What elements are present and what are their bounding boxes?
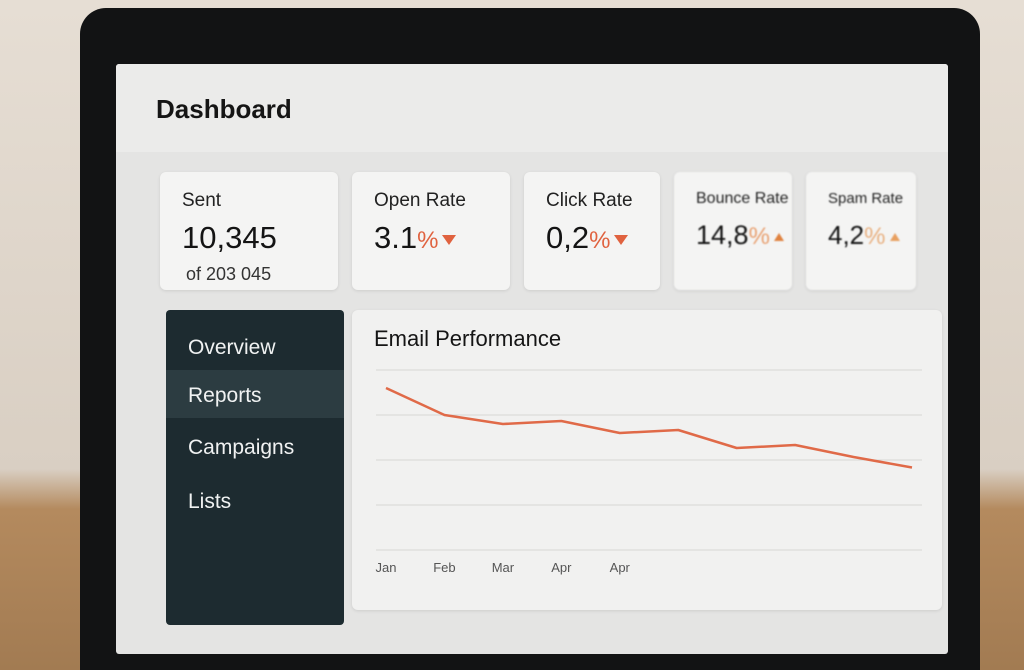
card-label: Sent — [182, 190, 222, 211]
card-sub: of 203 045 — [186, 264, 272, 284]
card-unit: % — [748, 223, 770, 250]
card-value: 14,8 — [696, 220, 749, 250]
nav-item[interactable]: Overview — [188, 336, 276, 359]
active-highlight — [166, 370, 344, 418]
trend-down — [614, 234, 629, 245]
x-tick-label: Apr — [610, 560, 631, 575]
card-value: 3.1 — [374, 220, 418, 255]
sidebar: Overview Reports Campaigns Lists — [166, 310, 344, 625]
card-value-row: 14,8% — [696, 220, 784, 251]
card-value-row: 3.1% — [374, 220, 457, 256]
stat-card: Click Rate 0,2% — [524, 172, 660, 290]
card-label: Spam Rate — [828, 190, 904, 207]
card-label: Bounce Rate — [696, 190, 789, 207]
stat-card: Open Rate 3.1% — [352, 172, 510, 290]
card-value-row: 0,2% — [546, 220, 629, 256]
page-title: Dashboard — [156, 94, 292, 124]
top-bar — [116, 64, 948, 152]
chart-panel: Email Performance Jan Feb Mar Apr Apr — [352, 310, 942, 610]
card-unit: % — [589, 227, 611, 254]
chart-title: Email Performance — [374, 326, 561, 351]
nav-item[interactable]: Campaigns — [188, 436, 295, 459]
chart: Email Performance Jan Feb Mar Apr Apr — [374, 326, 922, 575]
stat-card: Bounce Rate 14,8% — [674, 172, 792, 290]
laptop: Dashboard Sent 10,345 of 203 045 Open Ra… — [80, 8, 980, 670]
screen: Dashboard Sent 10,345 of 203 045 Open Ra… — [116, 64, 948, 654]
stat-card: Spam Rate 4,2% — [806, 172, 916, 290]
card-unit: % — [864, 223, 886, 250]
card-label: Click Rate — [546, 190, 633, 211]
stat-card: Sent 10,345 of 203 045 — [160, 172, 338, 290]
x-tick-label: Feb — [433, 560, 455, 575]
trend-up — [889, 233, 900, 242]
x-tick-label: Apr — [551, 560, 572, 575]
card-label: Open Rate — [374, 190, 466, 211]
line — [385, 386, 913, 469]
card-value-row: 4,2% — [828, 220, 900, 251]
card-value: 10,345 — [182, 220, 277, 255]
trend-up — [773, 232, 784, 241]
nav-item[interactable]: Lists — [188, 490, 232, 513]
card-unit: % — [417, 227, 439, 254]
x-tick-label: Mar — [492, 560, 515, 575]
nav-item[interactable]: Reports — [188, 384, 262, 407]
card-value: 4,2 — [828, 220, 865, 250]
trend-down — [442, 234, 457, 245]
x-tick-label: Jan — [376, 560, 397, 575]
card-value: 0,2 — [546, 220, 590, 255]
